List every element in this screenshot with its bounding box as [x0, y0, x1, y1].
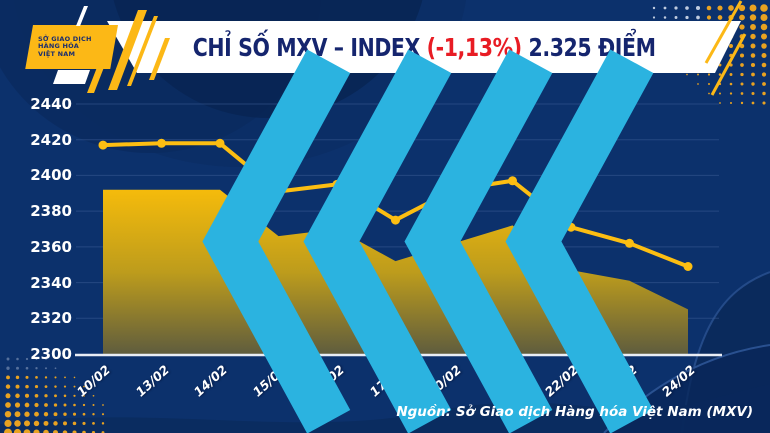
data-point-marker [683, 262, 693, 271]
halftone-dots-bottom-left [4, 357, 105, 433]
data-point-marker [391, 215, 400, 225]
data-point-marker [625, 238, 634, 248]
data-point-marker [157, 138, 166, 148]
title-points: 2.325 ĐIỂM [521, 32, 656, 62]
mxv-logo: SỞ GIAO DỊCH HÀNG HÓA VIỆT NAM [25, 25, 654, 433]
data-point-marker [508, 176, 517, 186]
data-point-marker [215, 138, 225, 148]
source-caption: Nguồn: Sở Giao dịch Hàng hóa Việt Nam (M… [396, 404, 753, 420]
data-point-marker [98, 140, 108, 150]
mxv-logo-chevrons-icon [202, 49, 654, 433]
mxv-logo-content: SỞ GIAO DỊCH HÀNG HÓA VIỆT NAM [33, 25, 654, 433]
